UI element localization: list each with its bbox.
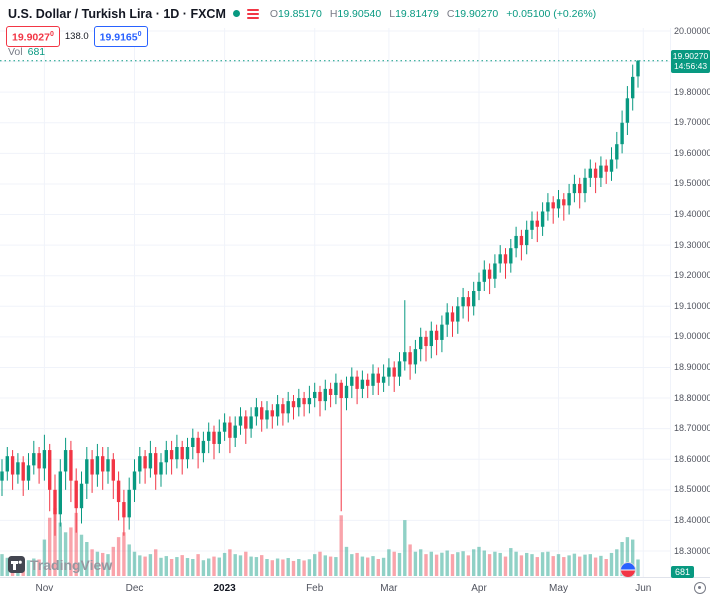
price-tick-label: 19.50000 [674,178,710,189]
time-tick-label: Jun [635,583,652,594]
time-tick-label: Mar [380,583,398,594]
price-tick-label: 18.40000 [674,514,710,525]
high-value: 19.90540 [337,7,382,20]
price-tick-label: 18.50000 [674,484,710,495]
buy-price-button[interactable]: 19.91650 [93,26,148,47]
low-value: 19.81479 [395,7,439,20]
time-tick-label: May [549,583,568,594]
bar-countdown: 14:56:43 [673,60,708,71]
quote-panel: 19.90270 138.0 19.91650 [6,26,148,47]
spread-value: 138.0 [64,30,89,42]
buy-price: 19.9165 [99,31,138,44]
price-tick-label: 19.70000 [674,117,710,128]
price-tick-label: 18.60000 [674,453,710,464]
price-tick-label: 18.90000 [674,362,710,372]
tradingview-logo-icon [8,556,25,573]
time-axis[interactable]: Nov Dec 2023 Feb Mar Apr May Jun [0,577,710,600]
close-label: C [446,7,455,20]
volume-value: 681 [27,46,46,58]
price-tick-label: 19.00000 [674,331,710,342]
symbol-title[interactable]: U.S. Dollar / Turkish Lira · 1D · FXCM [8,6,226,21]
time-tick-label: Nov [35,583,54,594]
price-tick-label: 18.80000 [674,392,710,403]
quick-menu-icon[interactable] [246,8,259,19]
last-price-badge: 19.90270 14:56:43 [671,50,710,73]
fxcm-logo-icon [620,562,636,578]
time-tick-label: Apr [471,583,487,594]
price-axis[interactable]: 20.00000 19.80000 19.70000 19.60000 19.50000… [670,25,710,577]
low-label: L [389,7,396,20]
time-tick-label: Dec [125,583,144,594]
axis-settings-icon[interactable] [694,582,706,594]
price-tick-label: 19.40000 [674,209,710,219]
volume-legend: Vol 681 [8,46,45,58]
close-value: 19.90270 [454,7,499,20]
sell-price-button[interactable]: 19.90270 [6,26,60,47]
open-label: O [269,7,279,20]
ohlc-readout: O19.85170 H19.90540 L19.81479 C19.90270 … [270,8,596,20]
market-status-icon [232,10,240,17]
buy-price-sup: 0 [137,31,142,38]
volume-label: Vol [8,46,23,58]
price-tick-label: 18.70000 [674,423,710,434]
price-tick-label: 19.60000 [674,147,710,158]
last-price-value: 19.90270 [672,51,709,61]
sell-price-sup: 0 [49,31,54,38]
tradingview-attribution[interactable]: TradingView [8,556,112,573]
price-tick-label: 20.00000 [674,25,710,36]
high-label: H [329,7,338,20]
tradingview-brand-text: TradingView [30,556,113,573]
price-tick-label: 19.10000 [674,300,710,311]
candlestick-chart[interactable] [0,28,670,577]
change-value: +0.05100 (+0.26%) [506,7,597,20]
time-tick-label: 2023 [213,583,236,594]
price-tick-label: 18.30000 [674,545,710,556]
sell-price: 19.9027 [12,31,50,44]
time-tick-label: Feb [306,583,324,594]
chart-header: U.S. Dollar / Turkish Lira · 1D · FXCM O… [0,0,710,27]
price-tick-label: 19.30000 [674,239,710,250]
last-volume-badge: 681 [671,566,695,578]
price-tick-label: 19.20000 [674,270,710,281]
open-value: 19.85170 [278,7,322,20]
price-tick-label: 19.80000 [674,86,710,97]
